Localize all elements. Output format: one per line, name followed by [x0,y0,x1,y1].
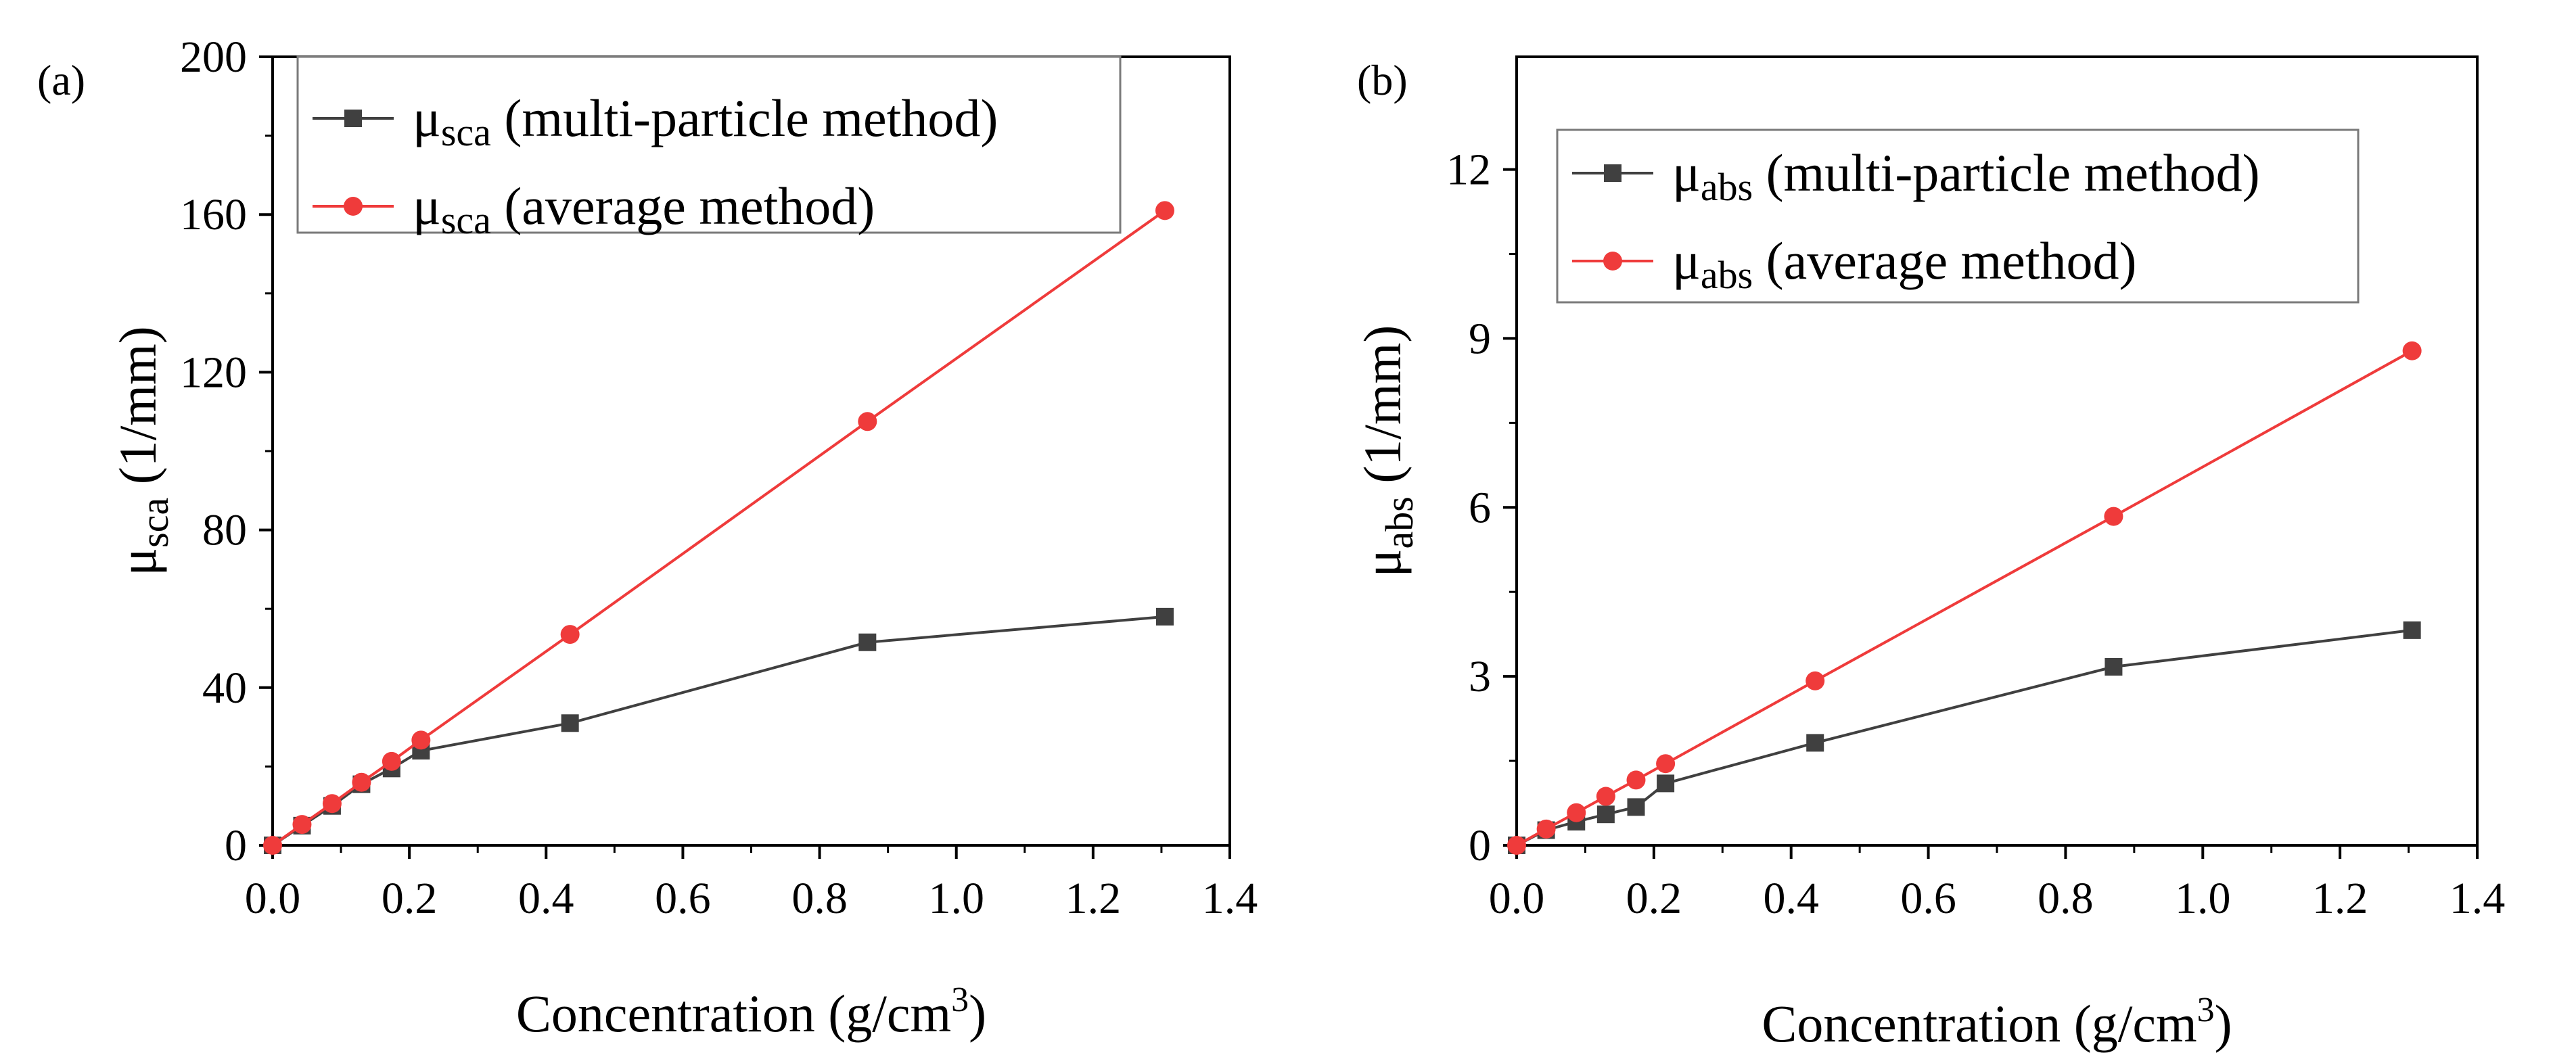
legend-marker-square [1604,164,1622,182]
chart-panel-a: 0.0 0.2 0.4 0.6 0.8 1.0 1.2 1.4 0 40 80 120 160 200 (a… [37,32,1258,1043]
data-point-circle [1806,671,1825,690]
chart-panel-b: 0.0 0.2 0.4 0.6 0.8 1.0 1.2 1.4 0 3 6 9 12 (b) Concent… [1353,55,2506,1053]
x-tick-label: 0.0 [1489,874,1545,923]
data-point-circle [1626,770,1646,790]
legend: μabs (multi-particle method) μabs (averag… [1556,128,2360,304]
x-tick-label: 0.6 [1900,874,1956,923]
data-point-circle [858,412,877,431]
data-point-circle [292,815,312,835]
data-point-square [2403,621,2421,639]
legend: μsca (multi-particle method) μsca (averag… [296,55,1122,242]
x-tick-label: 1.2 [2312,874,2368,923]
x-tick-label: 0.2 [1626,874,1682,923]
series-average [1507,341,2422,855]
series-line [271,209,1166,847]
data-point-circle [560,625,580,644]
series-line [1516,628,2412,847]
y-tick-label: 160 [180,190,247,239]
data-point-square [1806,734,1824,752]
x-tick-label: 0.6 [655,874,711,923]
y-tick-label: 9 [1469,314,1491,363]
y-tick-label: 80 [202,506,247,555]
y-tick-label: 0 [1469,821,1491,870]
y-tick-label: 6 [1469,483,1491,532]
x-tick-label: 0.4 [518,874,574,923]
y-tick-label: 12 [1446,145,1491,195]
x-tick-label: 0.4 [1763,874,1819,923]
data-point-circle [352,772,371,792]
x-tick-label: 0.8 [2038,874,2094,923]
legend-marker-square [344,110,362,127]
legend-label: μabs (multi-particle method) [1672,143,2260,209]
legend-marker-circle [344,197,363,216]
data-point-circle [2402,341,2422,360]
y-tick-label: 3 [1469,652,1491,701]
data-point-circle [2104,507,2123,526]
series-average [263,201,1174,855]
y-axis-label: μabs (1/mm) [1353,325,1421,578]
x-tick-label: 1.4 [2450,874,2506,923]
data-point-circle [1567,803,1586,822]
data-point-square [1627,798,1645,816]
data-point-circle [263,836,282,855]
series-line [271,615,1166,847]
data-point-circle [1656,754,1676,774]
x-tick-label: 1.2 [1065,874,1122,923]
data-point-square [1155,607,1174,626]
x-tick-label: 0.8 [791,874,848,923]
x-tick-label: 1.0 [2175,874,2231,923]
y-tick-label: 120 [180,348,247,397]
x-tick-label: 0.0 [245,874,301,923]
data-point-circle [1596,787,1615,806]
x-tick-label: 1.0 [928,874,984,923]
y-axis-label: μsca (1/mm) [108,326,177,576]
data-point-square [1657,774,1675,793]
legend-box [296,55,1122,234]
panel-label: (b) [1357,56,1408,104]
data-point-circle [382,751,401,771]
legend-box [1556,128,2360,304]
legend-label: μabs (average method) [1672,231,2137,297]
data-point-circle [322,794,342,814]
panel-label: (a) [37,56,85,104]
y-tick-label: 0 [225,821,247,870]
x-tick-label: 0.2 [382,874,438,923]
series-line [1516,350,2413,847]
data-point-circle [411,730,431,750]
data-point-square [1596,805,1615,824]
data-point-square [858,633,877,651]
data-point-square [2104,657,2123,676]
series-multi-particle [1508,621,2421,854]
data-point-circle [1155,201,1174,220]
data-point-circle [1536,819,1556,839]
legend-label: μsca (average method) [413,177,875,242]
x-axis-label: Concentration (g/cm3) [516,981,986,1043]
y-tick-label: 40 [202,663,247,713]
legend-label: μsca (multi-particle method) [413,89,998,154]
legend-marker-circle [1603,252,1622,271]
y-tick-label: 200 [180,32,247,82]
data-point-square [561,714,579,732]
x-axis-label: Concentration (g/cm3) [1762,991,2232,1053]
data-point-circle [1507,836,1526,855]
x-tick-label: 1.4 [1202,874,1258,923]
series-multi-particle [264,607,1174,854]
